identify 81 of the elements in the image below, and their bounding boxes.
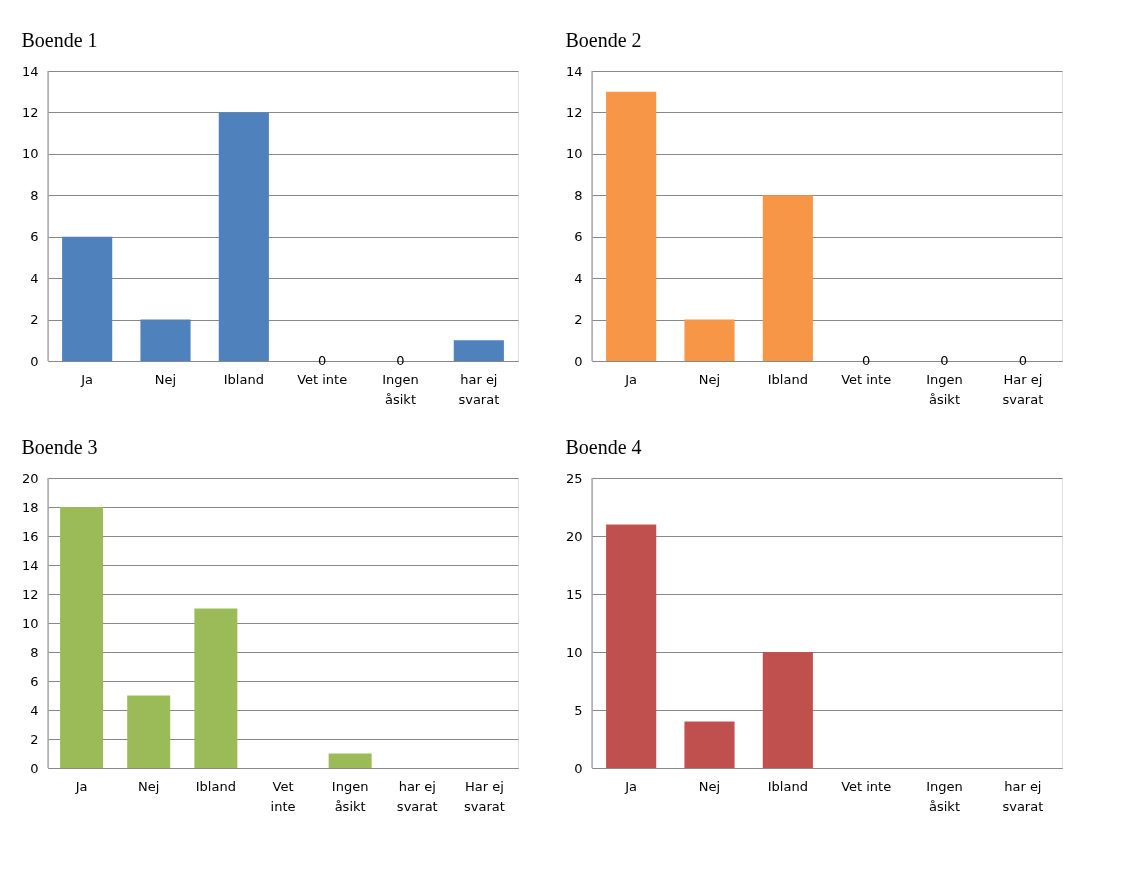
y-tick-label: 0 [574,760,583,776]
y-tick-label: 0 [30,760,39,776]
y-tick-label: 4 [574,270,583,286]
data-label: 0 [318,353,327,368]
y-tick-label: 14 [21,63,39,79]
data-label: 0 [1018,353,1027,368]
bar [684,319,735,361]
y-tick-label: 14 [21,557,39,573]
y-tick-label: 14 [565,63,583,79]
x-tick-label: Ingen åsikt [926,778,963,814]
y-tick-label: 20 [565,528,583,544]
x-tick-label: har ej svarat [396,778,438,814]
y-tick-label: 15 [565,586,583,602]
y-tick-label: 2 [30,312,39,328]
x-tick-label: Nej [138,778,160,794]
y-tick-label: 10 [565,644,583,660]
bar [218,112,269,361]
x-tick-label: Vet inte [270,778,296,814]
y-tick-label: 12 [21,104,39,120]
x-tick-label: Ibland [223,371,264,387]
chart-title: Boende 3 [21,436,98,458]
chart-title: Boende 2 [565,29,642,51]
x-tick-label: Vet inte [841,371,892,387]
bar [328,753,372,768]
x-tick-label: Ja [624,778,638,794]
y-tick-label: 4 [30,702,39,718]
y-tick-label: 6 [574,229,583,245]
x-tick-label: Vet inte [297,371,348,387]
x-tick-label: Ingen åsikt [331,778,369,814]
y-tick-label: 0 [574,353,583,369]
y-tick-label: 10 [21,146,39,162]
x-tick-label: Ibland [767,778,808,794]
x-tick-label: Ingen åsikt [382,371,419,407]
data-label: 0 [940,353,949,368]
x-tick-label: Har ej svarat [464,778,505,814]
bar [60,507,104,768]
y-tick-label: 8 [30,644,39,660]
bar [684,721,735,768]
bar [606,91,657,361]
data-label: 0 [862,353,871,368]
bar [140,319,191,361]
x-tick-label: Nej [698,371,721,387]
bar [194,608,238,768]
x-tick-label: har ej svarat [1002,778,1044,814]
chart-title: Boende 4 [565,436,642,458]
y-tick-label: 12 [21,586,39,602]
x-tick-label: Ja [80,371,94,387]
x-tick-label: Vet inte [841,778,892,794]
y-tick-label: 10 [565,146,583,162]
y-tick-label: 0 [30,353,39,369]
x-tick-label: Ingen åsikt [926,371,963,407]
x-tick-label: Ibland [195,778,236,794]
y-tick-label: 8 [574,187,583,203]
bar [762,195,813,361]
bar [762,652,813,768]
chart-title: Boende 1 [21,29,98,51]
y-tick-label: 8 [30,187,39,203]
data-label: 0 [396,353,405,368]
y-tick-label: 5 [574,702,583,718]
y-tick-label: 16 [21,528,39,544]
bar [453,340,504,361]
x-tick-label: Ja [74,778,88,794]
y-tick-label: 20 [21,470,39,486]
x-tick-label: Ibland [767,371,808,387]
y-tick-label: 6 [30,229,39,245]
y-tick-label: 2 [30,731,39,747]
bar [127,695,171,768]
y-tick-label: 2 [574,312,583,328]
x-tick-label: Nej [698,778,721,794]
y-tick-label: 6 [30,673,39,689]
x-tick-label: har ej svarat [458,371,500,407]
y-tick-label: 10 [21,615,39,631]
y-tick-label: 12 [565,104,583,120]
x-tick-label: Nej [154,371,177,387]
x-tick-label: Har ej svarat [1002,371,1044,407]
y-tick-label: 25 [565,470,583,486]
y-tick-label: 18 [21,499,39,515]
bar [62,236,113,361]
bar [606,524,657,768]
y-tick-label: 4 [30,270,39,286]
x-tick-label: Ja [624,371,638,387]
